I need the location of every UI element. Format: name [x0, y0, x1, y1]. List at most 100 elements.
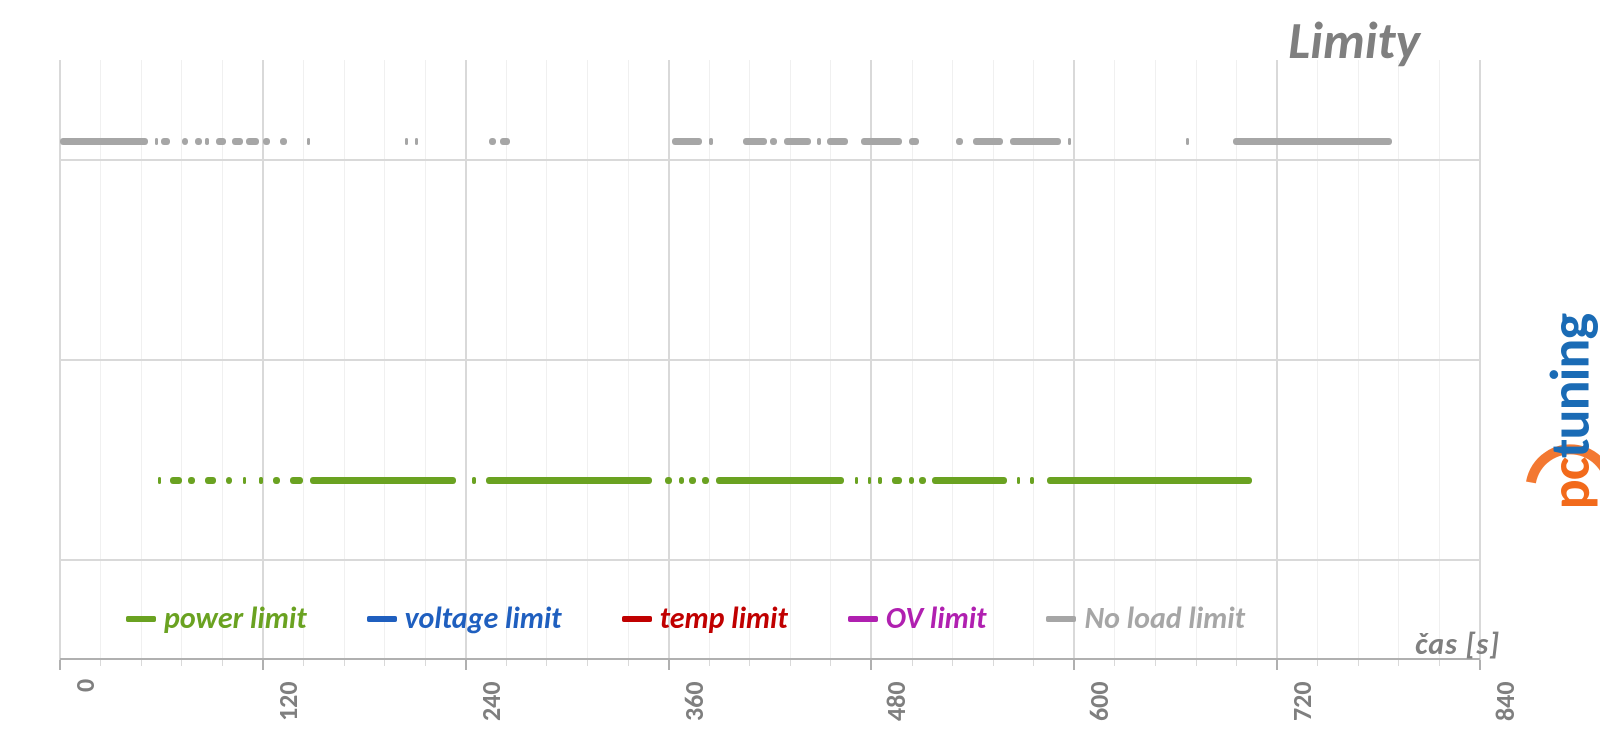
x-axis-minor-tick: [709, 660, 710, 666]
x-axis-minor-tick: [628, 660, 629, 666]
x-axis-tick: [262, 660, 264, 670]
series-segment-power_limit: [665, 477, 672, 484]
series-segment-power_limit: [878, 477, 881, 484]
x-axis-tick-label: 120: [272, 681, 304, 721]
legend-item-ov_limit: OV limit: [848, 600, 987, 637]
watermark-text-a: pc: [1536, 458, 1600, 509]
series-segment-power_limit: [1030, 477, 1033, 484]
x-axis-minor-tick: [344, 660, 345, 666]
x-axis-minor-tick: [141, 660, 142, 666]
x-axis-tick: [668, 660, 670, 670]
series-segment-power_limit: [158, 477, 161, 484]
series-segment-no_load_limit: [709, 138, 712, 145]
x-axis-minor-tick: [1236, 660, 1237, 666]
x-axis-minor-tick: [790, 660, 791, 666]
x-axis-tick-label: 480: [880, 681, 912, 721]
x-axis-minor-tick: [1033, 660, 1034, 666]
x-axis-minor-tick: [181, 660, 182, 666]
series-segment-no_load_limit: [155, 138, 158, 145]
x-axis-minor-tick: [1155, 660, 1156, 666]
series-segment-no_load_limit: [232, 138, 242, 145]
x-axis-line: [60, 658, 1480, 660]
x-axis-minor-tick: [749, 660, 750, 666]
x-axis-minor-tick: [303, 660, 304, 666]
series-segment-power_limit: [689, 477, 696, 484]
series-segment-power_limit: [259, 477, 262, 484]
series-segment-power_limit: [290, 477, 304, 484]
series-segment-power_limit: [855, 477, 858, 484]
x-axis-tick: [1276, 660, 1278, 670]
legend-swatch: [1046, 616, 1076, 622]
series-segment-power_limit: [205, 477, 215, 484]
x-axis-minor-tick: [546, 660, 547, 666]
chart-plot-area: 0120240360480600720840: [60, 60, 1480, 660]
x-axis-tick-label: 840: [1489, 681, 1521, 721]
x-axis-minor-tick: [1398, 660, 1399, 666]
x-axis-title: čas [s]: [1415, 626, 1500, 663]
series-segment-no_load_limit: [1186, 138, 1189, 145]
legend-swatch: [622, 616, 652, 622]
series-segment-power_limit: [310, 477, 455, 484]
x-axis-minor-tick: [1358, 660, 1359, 666]
legend-item-voltage_limit: voltage limit: [367, 600, 562, 637]
watermark-logo: pctuning: [1536, 314, 1600, 509]
legend-label: No load limit: [1084, 600, 1245, 637]
series-segment-power_limit: [702, 477, 709, 484]
chart-legend: power limit voltage limit temp limit OV lim…: [126, 600, 1245, 637]
x-axis-minor-tick: [830, 660, 831, 666]
chart-title: Limity: [1288, 8, 1420, 72]
x-axis-tick-label: 240: [475, 681, 507, 721]
x-axis-minor-tick: [1317, 660, 1318, 666]
watermark-text-b: tuning: [1536, 314, 1600, 458]
series-segment-power_limit: [273, 477, 280, 484]
x-axis-tick: [870, 660, 872, 670]
legend-item-power_limit: power limit: [126, 600, 307, 637]
x-axis-tick-label: 720: [1286, 681, 1318, 721]
series-segment-power_limit: [932, 477, 1006, 484]
x-axis-tick: [59, 660, 61, 670]
x-axis-minor-tick: [1196, 660, 1197, 666]
legend-label: OV limit: [886, 600, 987, 637]
series-segment-no_load_limit: [770, 138, 777, 145]
series-segment-no_load_limit: [205, 138, 208, 145]
series-segment-power_limit: [486, 477, 652, 484]
x-axis-tick-label: 600: [1083, 681, 1115, 721]
series-segment-power_limit: [679, 477, 684, 484]
x-axis-minor-tick: [587, 660, 588, 666]
series-segment-power_limit: [892, 477, 902, 484]
gridline-horizontal: [60, 359, 1480, 361]
series-segment-no_load_limit: [861, 138, 902, 145]
x-axis-minor-tick: [1114, 660, 1115, 666]
series-segment-no_load_limit: [672, 138, 702, 145]
series-segment-no_load_limit: [161, 138, 169, 145]
x-axis-tick: [465, 660, 467, 670]
series-segment-power_limit: [909, 477, 914, 484]
series-segment-no_load_limit: [263, 138, 270, 145]
x-axis-tick-label: 0: [69, 679, 101, 692]
x-axis-minor-tick: [425, 660, 426, 666]
series-segment-power_limit: [919, 477, 926, 484]
series-segment-power_limit: [868, 477, 871, 484]
legend-label: voltage limit: [405, 600, 562, 637]
x-axis-tick-label: 360: [678, 681, 710, 721]
series-segment-no_load_limit: [489, 138, 496, 145]
legend-swatch: [848, 616, 878, 622]
series-segment-no_load_limit: [909, 138, 919, 145]
series-segment-power_limit: [170, 477, 182, 484]
series-segment-no_load_limit: [784, 138, 811, 145]
series-segment-power_limit: [188, 477, 195, 484]
legend-swatch: [367, 616, 397, 622]
series-segment-no_load_limit: [743, 138, 767, 145]
x-axis-minor-tick: [100, 660, 101, 666]
series-segment-power_limit: [243, 477, 246, 484]
legend-label: temp limit: [660, 600, 788, 637]
series-segment-no_load_limit: [1010, 138, 1061, 145]
series-segment-no_load_limit: [280, 138, 287, 145]
series-segment-no_load_limit: [827, 138, 847, 145]
series-segment-no_load_limit: [182, 138, 189, 145]
series-segment-power_limit: [472, 477, 475, 484]
gridline-horizontal: [60, 159, 1480, 161]
x-axis-minor-tick: [912, 660, 913, 666]
series-segment-power_limit: [1017, 477, 1020, 484]
series-segment-power_limit: [1047, 477, 1252, 484]
